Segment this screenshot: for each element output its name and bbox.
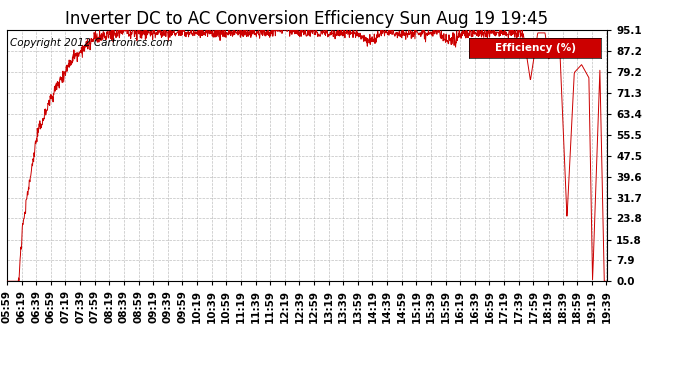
- Title: Inverter DC to AC Conversion Efficiency Sun Aug 19 19:45: Inverter DC to AC Conversion Efficiency …: [66, 10, 549, 28]
- Text: Copyright 2012 Cartronics.com: Copyright 2012 Cartronics.com: [10, 38, 172, 48]
